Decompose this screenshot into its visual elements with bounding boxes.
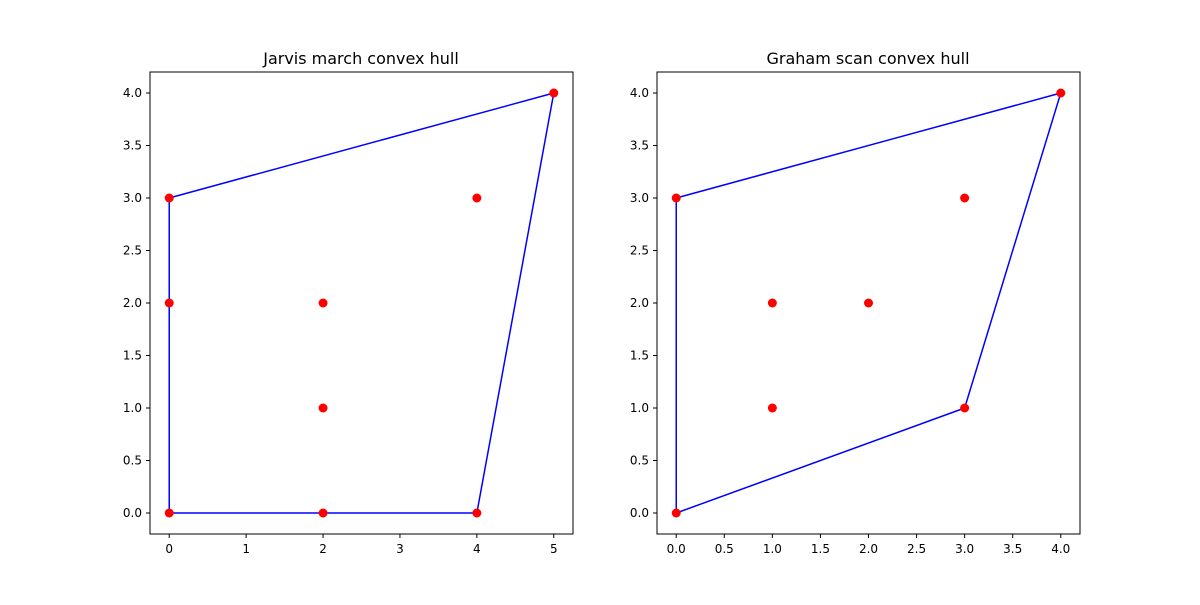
jarvis-data-point <box>164 298 174 308</box>
jarvis-data-point <box>318 508 328 518</box>
jarvis-y-tick-label: 1.0 <box>123 401 142 415</box>
graham-y-tick-label: 0.5 <box>630 454 649 468</box>
graham-data-point <box>767 298 777 308</box>
graham-x-tick-label: 3.5 <box>1003 542 1022 556</box>
jarvis-axes-frame <box>149 71 574 535</box>
graham-y-tick-label: 2.0 <box>630 296 649 310</box>
jarvis-chart-title: Jarvis march convex hull <box>262 49 459 68</box>
jarvis-y-tick-label: 3.5 <box>123 139 142 153</box>
graham-data-point <box>960 403 970 413</box>
graham-y-tick-label: 4.0 <box>630 86 649 100</box>
graham-data-point <box>960 193 970 203</box>
jarvis-x-tick-label: 3 <box>396 542 404 556</box>
jarvis-data-point <box>472 193 482 203</box>
jarvis-y-tick-label: 2.0 <box>123 296 142 310</box>
graham-y-tick-label: 2.5 <box>630 244 649 258</box>
graham-y-tick-label: 0.0 <box>630 506 649 520</box>
graham-chart-title: Graham scan convex hull <box>766 49 969 68</box>
jarvis-y-tick-label: 2.5 <box>123 244 142 258</box>
jarvis-y-tick-label: 0.5 <box>123 454 142 468</box>
graham-y-tick-label: 1.5 <box>630 349 649 363</box>
graham-x-tick-label: 4.0 <box>1051 542 1070 556</box>
graham-data-point <box>671 193 681 203</box>
jarvis-data-point <box>318 298 328 308</box>
graham-x-tick-label: 0.5 <box>715 542 734 556</box>
jarvis-chart: Jarvis march convex hull 0 1 2 3 4 5 0.0 0.5 1.0… <box>123 49 574 556</box>
jarvis-x-tick-label: 4 <box>473 542 481 556</box>
jarvis-y-tick-label: 1.5 <box>123 349 142 363</box>
graham-data-point <box>1056 88 1066 98</box>
graham-x-tick-label: 0.0 <box>667 542 686 556</box>
graham-x-tick-label: 2.0 <box>859 542 878 556</box>
jarvis-data-point <box>164 508 174 518</box>
graham-data-point <box>864 298 873 308</box>
graham-y-tick-label: 3.0 <box>630 191 649 205</box>
jarvis-x-tick-label: 0 <box>165 542 173 556</box>
graham-x-tick-label: 1.0 <box>763 542 782 556</box>
graham-x-tick-label: 1.5 <box>811 542 830 556</box>
jarvis-x-tick-label: 5 <box>550 542 558 556</box>
jarvis-y-tick-label: 0.0 <box>123 506 142 520</box>
graham-axes-frame <box>656 71 1081 535</box>
graham-data-point <box>671 508 681 518</box>
graham-x-tick-label: 3.0 <box>955 542 974 556</box>
jarvis-x-tick-label: 2 <box>319 542 327 556</box>
jarvis-data-point <box>472 508 482 518</box>
jarvis-data-point <box>318 403 328 413</box>
graham-chart: Graham scan convex hull 0.0 0.5 1.0 1.5 2.0 2… <box>630 49 1081 556</box>
graham-y-tick-label: 1.0 <box>630 401 649 415</box>
graham-data-point <box>767 403 777 413</box>
jarvis-x-tick-label: 1 <box>242 542 250 556</box>
graham-y-tick-label: 3.5 <box>630 139 649 153</box>
jarvis-data-point <box>549 88 559 98</box>
jarvis-y-tick-label: 3.0 <box>123 191 142 205</box>
jarvis-y-tick-label: 4.0 <box>123 86 142 100</box>
graham-x-tick-label: 2.5 <box>907 542 926 556</box>
jarvis-data-point <box>164 193 174 203</box>
